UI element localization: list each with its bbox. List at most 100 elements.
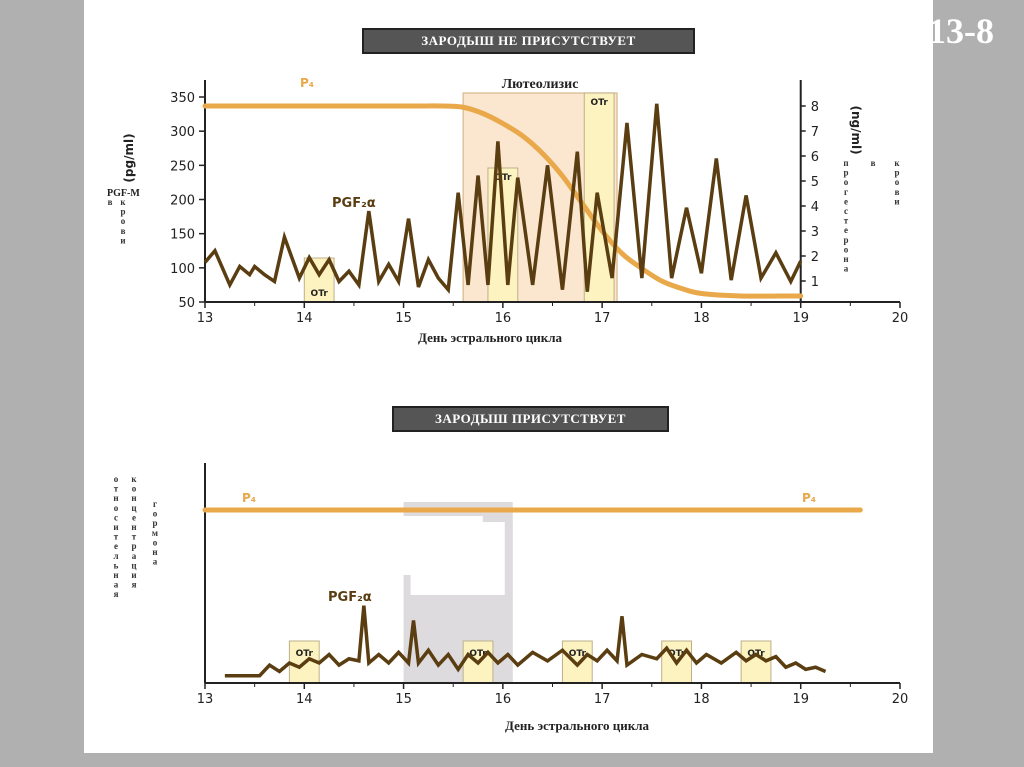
vertical-letter: е (132, 512, 136, 522)
vertical-letter: р (843, 168, 848, 178)
vertical-letter: н (843, 254, 848, 264)
otr-label: OTr (494, 173, 512, 183)
vertical-letter: л (113, 551, 118, 561)
vertical-letter: о (121, 216, 126, 226)
left-y-tick-label: 100 (170, 262, 195, 277)
vertical-letter: о (844, 177, 849, 187)
x-tick-label: 20 (892, 692, 909, 707)
p4-label-right: P₄ (802, 491, 816, 505)
otr-label: OTr (296, 649, 314, 659)
vertical-letter: к (131, 474, 137, 484)
vertical-letter: ц (131, 503, 137, 513)
vertical-letter: т (844, 216, 849, 226)
pgfm-label: PGF-M (107, 188, 140, 199)
vertical-letter: р (843, 235, 848, 245)
p4-label-left: P₄ (242, 491, 256, 505)
vertical-letter: и (131, 570, 136, 580)
vertical-letter: о (114, 503, 119, 513)
left-y-tick-label: 250 (170, 159, 195, 174)
vertical-letter: к (120, 197, 126, 207)
vertical-letter: н (113, 493, 118, 503)
chart-title-embryo: ЗАРОДЫШ ПРИСУТСТВУЕТ (392, 406, 669, 432)
pgf-label: PGF₂α (328, 590, 372, 605)
otr-label: OTr (668, 649, 686, 659)
vertical-letter: и (113, 522, 118, 532)
vertical-letter: н (131, 493, 136, 503)
vertical-letter: е (844, 196, 848, 206)
right-y-tick-label: 8 (811, 100, 819, 115)
left-y-tick-label: 50 (178, 296, 195, 311)
right-y-tick-label: 1 (811, 275, 819, 290)
vertical-letter: а (114, 580, 119, 590)
vertical-letter: с (844, 206, 848, 216)
vertical-letter: а (844, 264, 849, 274)
chart-title-no-embryo: ЗАРОДЫШ НЕ ПРИСУТСТВУЕТ (362, 28, 695, 54)
vertical-letter: в (895, 187, 900, 197)
vertical-letter: в (121, 226, 126, 236)
otr-label: OTr (569, 649, 587, 659)
right-y-tick-label: 3 (811, 225, 819, 240)
vertical-letter: н (152, 547, 157, 557)
vertical-letter: с (114, 512, 118, 522)
vertical-letter: т (114, 532, 119, 542)
vertical-letter: о (114, 474, 119, 484)
x-tick-label: 13 (197, 692, 214, 707)
vertical-letter: а (153, 557, 158, 567)
vertical-letter: е (114, 541, 118, 551)
x-tick-label: 18 (693, 311, 710, 326)
vertical-letter: е (844, 225, 848, 235)
vertical-letter: ь (114, 560, 119, 570)
otr-label: OTr (469, 649, 487, 659)
p4-line (202, 103, 804, 299)
right-y-tick-label: 4 (811, 200, 819, 215)
x-tick-label: 18 (693, 692, 710, 707)
vertical-letter: г (153, 499, 157, 509)
pgf-label: PGF₂α (332, 196, 376, 211)
x-tick-label: 15 (395, 692, 412, 707)
left-vertical-word: в (108, 197, 113, 207)
vertical-letter: и (894, 196, 899, 206)
otr-label: OTr (591, 98, 609, 108)
x-tick-label: 17 (594, 692, 611, 707)
right-y-tick-label: 5 (811, 175, 819, 190)
vertical-letter: п (843, 158, 848, 168)
x-axis-label: День эстрального цикла (505, 718, 650, 733)
x-tick-label: 16 (495, 692, 512, 707)
left-units-label: (pg/ml) (122, 133, 136, 182)
vertical-letter: ц (131, 560, 137, 570)
vertical-letter: т (132, 532, 137, 542)
right-units-label: (ng/ml) (849, 105, 863, 154)
x-tick-label: 15 (395, 311, 412, 326)
vertical-letter: о (895, 177, 900, 187)
left-y-tick-label: 200 (170, 194, 195, 209)
left-y-tick-label: 350 (170, 91, 195, 106)
vertical-letter: в (108, 197, 113, 207)
pgf-line (203, 103, 803, 294)
vertical-letter: о (153, 509, 158, 519)
vertical-letter: р (131, 541, 136, 551)
right-vertical-word: в (871, 158, 876, 168)
vertical-letter: я (132, 580, 137, 590)
vertical-letter: р (894, 168, 899, 178)
left-y-tick-label: 150 (170, 228, 195, 243)
vertical-letter: р (152, 518, 157, 528)
vertical-letter: м (152, 528, 158, 538)
vertical-letter: т (114, 484, 119, 494)
x-tick-label: 20 (892, 311, 909, 326)
x-tick-label: 17 (594, 311, 611, 326)
x-axis-label: День эстрального цикла (418, 330, 563, 345)
x-tick-label: 16 (495, 311, 512, 326)
x-tick-label: 14 (296, 311, 313, 326)
x-tick-label: 13 (197, 311, 214, 326)
luteolysis-label: Лютеолизис (502, 77, 579, 92)
vertical-letter: а (132, 551, 137, 561)
right-y-tick-label: 2 (811, 250, 819, 265)
x-tick-label: 19 (792, 311, 809, 326)
vertical-letter: в (871, 158, 876, 168)
